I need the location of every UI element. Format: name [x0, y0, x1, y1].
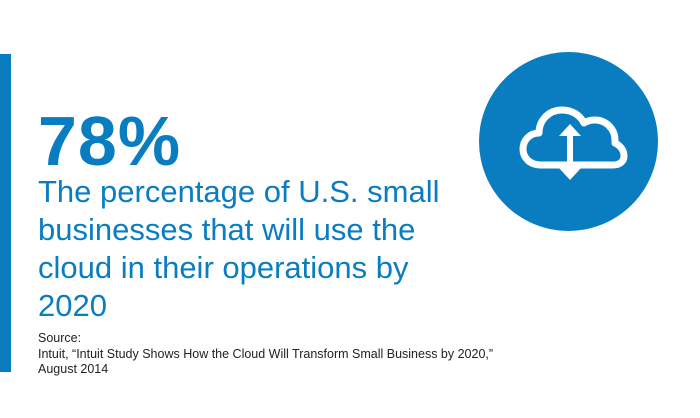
- cloud-badge: [479, 52, 658, 231]
- stat-value: 78%: [38, 102, 182, 180]
- cloud-upload-download-icon: [479, 52, 658, 231]
- source-label: Source:: [38, 331, 82, 345]
- stat-description: The percentage of U.S. small businesses …: [38, 174, 440, 323]
- source-text: Intuit, “Intuit Study Shows How the Clou…: [38, 346, 494, 377]
- accent-bar: [0, 54, 11, 372]
- source-citation: Source: Intuit, “Intuit Study Shows How …: [38, 331, 508, 378]
